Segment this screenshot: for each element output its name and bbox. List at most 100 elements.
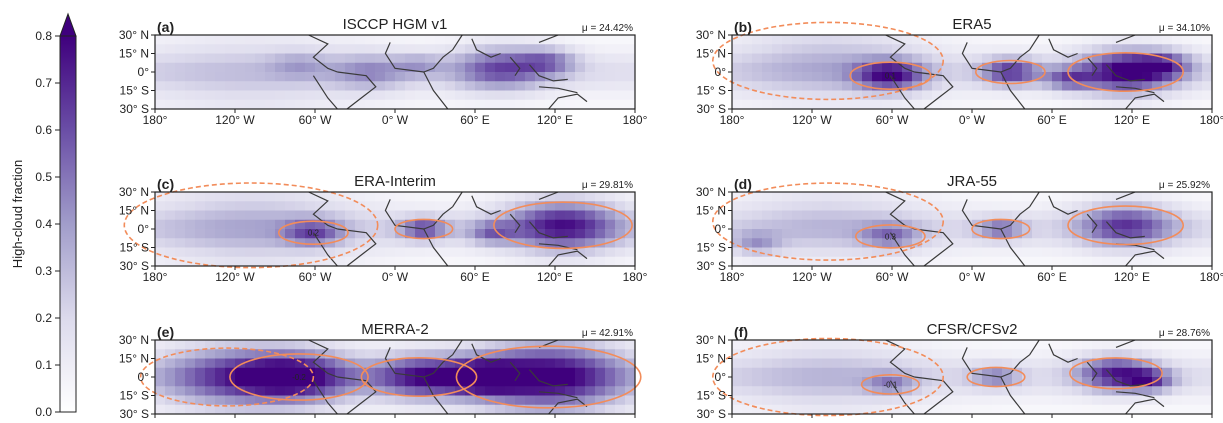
lon-label: 120° W (215, 270, 255, 284)
field-cell (445, 53, 456, 64)
field-cell (375, 349, 386, 359)
field-cell (485, 238, 496, 248)
lon-label: 120° W (215, 113, 255, 127)
field-cell (992, 53, 1003, 64)
field-cell (385, 201, 396, 211)
field-cell (762, 72, 773, 82)
coastline (1048, 38, 1078, 58)
field-cell (1162, 349, 1173, 359)
field-cell (525, 81, 536, 91)
field-cell (535, 386, 546, 396)
field-cell (155, 349, 166, 359)
colorbar-tick-label: 0.5 (35, 170, 52, 184)
field-cell (545, 340, 556, 350)
field-cell (842, 247, 853, 258)
field-cell (1052, 219, 1063, 230)
field-cell (445, 377, 456, 387)
field-cell (1062, 404, 1073, 415)
cloud-fraction-field (155, 35, 636, 110)
field-cell (782, 219, 793, 230)
field-cell (305, 404, 316, 415)
field-cell (385, 340, 396, 350)
field-cell (375, 247, 386, 258)
field-cell (782, 386, 793, 396)
field-cell (415, 247, 426, 258)
field-cell (1152, 35, 1163, 45)
lat-label: 0° (138, 222, 150, 236)
field-cell (812, 192, 823, 202)
field-cell (1002, 192, 1013, 202)
field-cell (285, 229, 296, 239)
field-cell (972, 53, 983, 64)
field-cell (415, 99, 426, 110)
field-cell (445, 367, 456, 378)
field-cell (605, 247, 616, 258)
field-cell (802, 238, 813, 248)
field-cell (175, 219, 186, 230)
field-cell (175, 349, 186, 359)
field-cell (555, 90, 566, 101)
field-cell (1062, 358, 1073, 369)
lon-label: 180° (720, 113, 745, 127)
field-cell (1142, 35, 1153, 45)
field-cell (445, 340, 456, 350)
field-cell (952, 349, 963, 359)
field-cell (245, 395, 256, 406)
field-cell (1052, 404, 1063, 415)
field-cell (1082, 99, 1093, 110)
field-cell (415, 395, 426, 406)
field-cell (1092, 256, 1103, 267)
field-cell (445, 44, 456, 54)
field-cell (1152, 81, 1163, 91)
field-cell (165, 62, 176, 73)
field-cell (932, 53, 943, 64)
contour-label: 0.3 (885, 232, 897, 241)
field-cell (1022, 386, 1033, 396)
field-cell (255, 90, 266, 101)
field-cell (205, 377, 216, 387)
field-cell (425, 81, 436, 91)
field-cell (1052, 99, 1063, 110)
field-cell (575, 377, 586, 387)
field-cell (982, 395, 993, 406)
field-cell (1032, 53, 1043, 64)
field-cell (555, 53, 566, 64)
field-cell (932, 35, 943, 45)
field-cell (1142, 340, 1153, 350)
field-cell (1152, 229, 1163, 239)
field-cell (525, 256, 536, 267)
field-cell (1032, 340, 1043, 350)
field-cell (742, 90, 753, 101)
field-cell (225, 99, 236, 110)
field-cell (425, 256, 436, 267)
field-cell (185, 229, 196, 239)
field-cell (215, 72, 226, 82)
field-cell (355, 72, 366, 82)
field-cell (495, 192, 506, 202)
field-cell (245, 386, 256, 396)
field-cell (1082, 367, 1093, 378)
field-cell (565, 229, 576, 239)
field-cell (1182, 44, 1193, 54)
field-cell (1162, 72, 1173, 82)
field-cell (185, 53, 196, 64)
field-cell (902, 72, 913, 82)
field-cell (335, 192, 346, 202)
field-cell (782, 35, 793, 45)
field-cell (982, 367, 993, 378)
lon-label: 180° (720, 270, 745, 284)
field-cell (902, 358, 913, 369)
coastline (914, 228, 954, 267)
field-cell (902, 62, 913, 73)
field-cell (892, 201, 903, 211)
field-cell (275, 358, 286, 369)
field-cell (305, 219, 316, 230)
field-cell (1002, 35, 1013, 45)
field-cell (395, 62, 406, 73)
field-cell (485, 35, 496, 45)
field-cell (615, 90, 626, 101)
field-cell (862, 62, 873, 73)
field-cell (992, 377, 1003, 387)
field-cell (525, 238, 536, 248)
field-cell (1052, 247, 1063, 258)
